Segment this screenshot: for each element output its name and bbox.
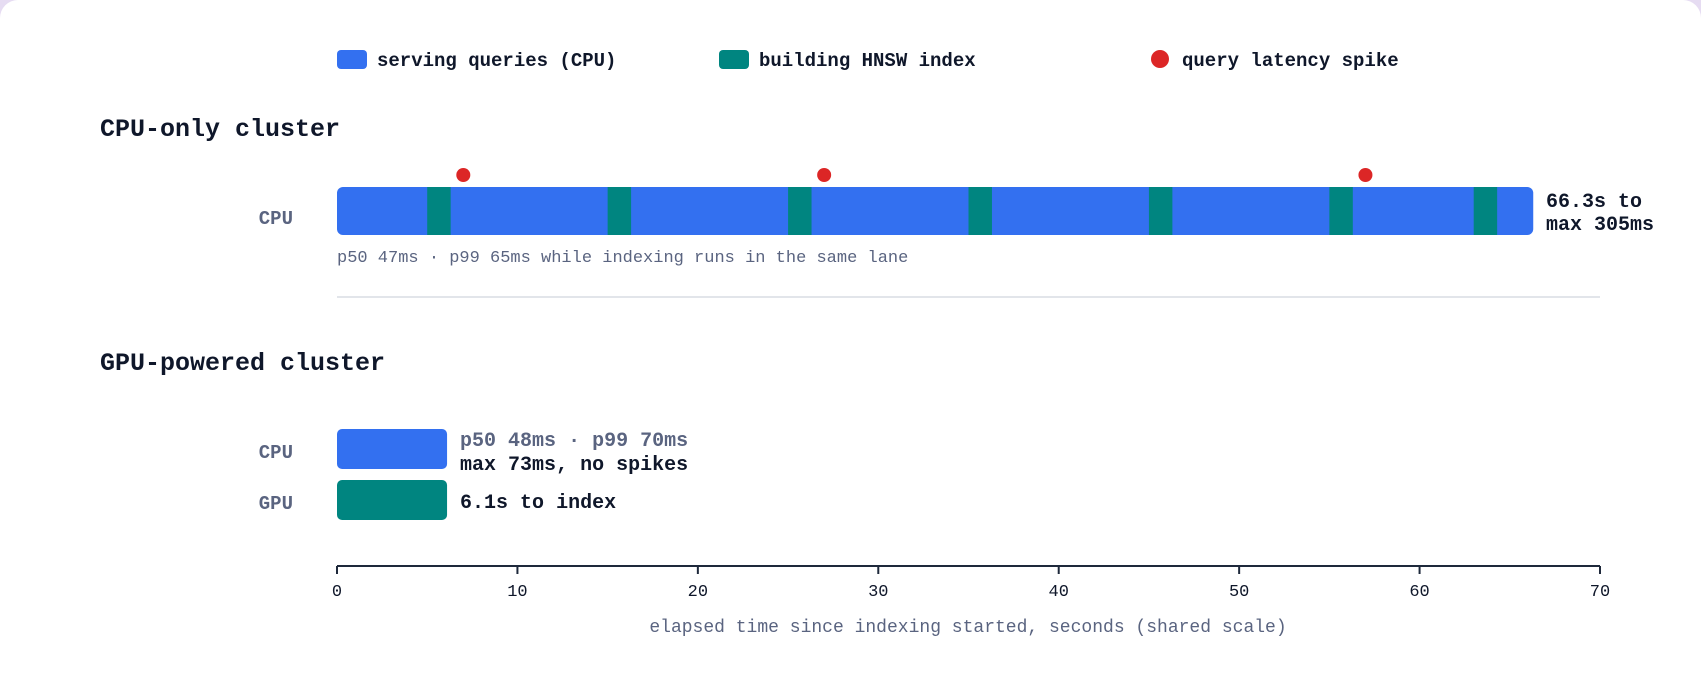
spike-marker-1 — [456, 168, 471, 182]
legend-label-spike: query latency spike — [1182, 50, 1399, 72]
spike-marker-2 — [817, 168, 832, 182]
gpu-cpu-max-annotation: max 73ms, no spikes — [460, 454, 688, 477]
lane-label-gpu-powered-cpu: CPU — [259, 442, 293, 464]
x-tick-label-0: 0 — [332, 583, 342, 602]
cpu-only-note: p50 47ms · p99 65ms while indexing runs … — [337, 249, 908, 268]
lane-label-gpu-powered-gpu: GPU — [259, 493, 293, 515]
cpu-only-annotation-line-2: max 305ms — [1546, 214, 1654, 237]
x-tick-label-30: 30 — [868, 583, 888, 602]
section-title-cpu-only: CPU-only cluster — [100, 115, 340, 144]
bar-indexing-segment-2 — [607, 187, 632, 235]
legend-swatch-spike — [1151, 50, 1169, 68]
gpu-cpu-latency-annotation: p50 48ms · p99 70ms — [460, 430, 688, 453]
legend-label-indexing: building HNSW index — [759, 50, 976, 72]
legend: serving queries (CPU) building HNSW inde… — [337, 50, 1399, 72]
legend-swatch-indexing — [719, 50, 749, 69]
bar-serving-gpu-cluster — [337, 429, 448, 469]
bar-indexing-segment-3 — [788, 187, 812, 235]
x-tick-label-20: 20 — [688, 583, 708, 602]
bar-indexing-segment-6 — [1329, 187, 1353, 235]
bar-indexing-segment-5 — [1148, 187, 1173, 235]
gpu-powered-lane-marks — [337, 429, 448, 520]
cpu-only-lane-marks — [337, 168, 1534, 235]
bar-indexing-segment-4 — [968, 187, 992, 235]
x-tick-label-50: 50 — [1229, 583, 1249, 602]
x-tick-label-10: 10 — [507, 583, 527, 602]
section-title-gpu-powered: GPU-powered cluster — [100, 349, 385, 378]
legend-swatch-serving — [337, 50, 367, 69]
bar-indexing-segment-1 — [427, 187, 451, 235]
x-tick-label-40: 40 — [1049, 583, 1069, 602]
cpu-only-annotation-line-1: 66.3s to — [1546, 191, 1642, 214]
x-axis-title: elapsed time since indexing started, sec… — [649, 618, 1286, 638]
bar-serving-cpu-only — [337, 187, 1534, 235]
x-axis: 0 10 20 30 40 50 60 70 — [332, 565, 1610, 602]
gpu-index-time-annotation: 6.1s to index — [460, 492, 616, 515]
legend-label-serving: serving queries (CPU) — [377, 50, 616, 72]
bar-indexing-segment-7 — [1473, 187, 1498, 235]
spike-marker-3 — [1358, 168, 1373, 182]
x-tick-label-60: 60 — [1409, 583, 1429, 602]
lane-label-cpu-only-cpu: CPU — [259, 208, 293, 230]
bar-indexing-gpu-cluster — [337, 480, 448, 520]
x-tick-label-70: 70 — [1590, 583, 1610, 602]
